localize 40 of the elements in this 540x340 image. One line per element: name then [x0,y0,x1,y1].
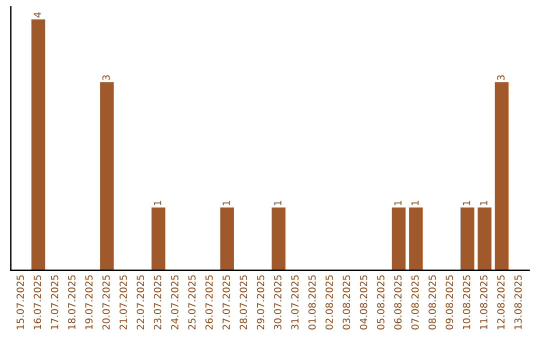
x-tick-label: 03.08.2025 [342,275,350,330]
x-tick-label: 19.07.2025 [85,275,93,330]
x-tick-label: 21.07.2025 [120,275,127,330]
x-tick-label: 08.08.2025 [428,275,436,330]
data-label: 4 [34,12,41,18]
x-tick-label: 01.08.2025 [308,275,316,330]
x-tick-label: 25.07.2025 [188,275,196,330]
x-tick-label: 22.07.2025 [136,275,144,330]
x-tick-label: 31.07.2025 [291,275,299,330]
x-tick-label: 02.08.2025 [326,275,333,330]
x-tick-label: 04.08.2025 [360,275,368,330]
data-label: 3 [102,75,110,80]
data-label: 1 [463,200,470,206]
data-label: 1 [154,200,162,206]
x-tick-label: 17.07.2025 [50,275,58,330]
data-label: 1 [222,200,230,206]
x-tick-label: 27.07.2025 [222,275,230,330]
x-tick-label: 20.07.2025 [102,275,110,330]
x-tick-label: 29.07.2025 [256,275,264,330]
data-label: 3 [497,75,505,80]
data-label: 1 [480,200,488,206]
data-label: 1 [412,200,419,206]
x-tick-label: 26.07.2025 [205,275,213,330]
x-tick-label: 10.08.2025 [462,275,470,330]
x-tick-label: 12.08.2025 [497,275,505,330]
data-label: 1 [394,200,402,206]
x-tick-label: 15.07.2025 [16,275,24,330]
x-tick-label: 13.08.2025 [514,275,522,330]
x-tick-label: 11.08.2025 [480,275,488,330]
x-tick-label: 23.07.2025 [154,275,162,330]
x-tick-label: 06.08.2025 [394,275,402,330]
x-tick-label: 16.07.2025 [34,275,42,330]
x-tick-label: 05.08.2025 [377,275,384,330]
data-label: 1 [274,200,282,206]
x-tick-label: 28.07.2025 [240,275,248,330]
x-tick-label: 24.07.2025 [171,275,178,330]
x-tick-label: 30.07.2025 [274,275,282,330]
x-tick-label: 09.08.2025 [446,275,454,330]
x-tick-label: 07.08.2025 [411,275,419,330]
x-tick-label: 18.07.2025 [68,275,76,330]
